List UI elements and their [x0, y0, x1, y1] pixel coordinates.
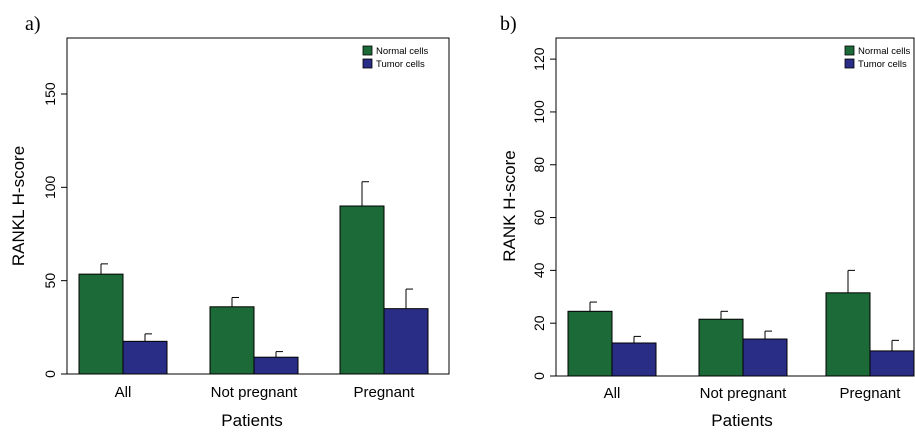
y-tick-label: 0 [531, 372, 547, 380]
x-category-label: All [115, 384, 132, 401]
legend-swatch [362, 45, 373, 56]
x-category-label: All [604, 385, 621, 402]
y-tick-label: 40 [531, 262, 547, 278]
legend-label: Normal cells [858, 46, 911, 57]
bar [122, 340, 168, 375]
x-axis-title: Patients [221, 411, 282, 430]
x-axis-title: Patients [711, 411, 772, 430]
y-tick-label: 100 [42, 175, 58, 199]
y-tick-label: 100 [531, 100, 547, 124]
y-tick-label: 120 [531, 47, 547, 71]
panel-label: b) [500, 13, 517, 35]
x-category-label: Not pregnant [211, 384, 299, 401]
legend-swatch [844, 45, 855, 56]
legend-label: Tumor cells [858, 59, 907, 70]
bar [383, 308, 429, 375]
bar [869, 350, 915, 377]
y-tick-label: 80 [531, 157, 547, 173]
bar [567, 310, 613, 377]
bar [253, 356, 299, 375]
bar [611, 342, 657, 377]
y-tick-label: 0 [42, 370, 58, 378]
bar [209, 306, 255, 375]
panel-label: a) [25, 13, 41, 35]
legend-swatch [362, 58, 373, 69]
y-tick-label: 150 [42, 82, 58, 106]
x-category-label: Pregnant [354, 384, 416, 401]
y-tick-label: 50 [42, 273, 58, 289]
bar [742, 338, 788, 377]
legend-swatch [844, 58, 855, 69]
y-tick-label: 20 [531, 315, 547, 331]
bar [339, 205, 385, 375]
legend-label: Normal cells [376, 46, 429, 57]
y-axis-title: RANK H-score [500, 150, 519, 261]
bar [825, 292, 871, 377]
bar [698, 318, 744, 377]
legend-label: Tumor cells [376, 59, 425, 70]
y-tick-label: 60 [531, 210, 547, 226]
y-axis-title: RANKL H-score [9, 146, 28, 266]
x-category-label: Pregnant [840, 385, 902, 402]
bar [78, 273, 124, 375]
x-category-label: Not pregnant [700, 385, 788, 402]
